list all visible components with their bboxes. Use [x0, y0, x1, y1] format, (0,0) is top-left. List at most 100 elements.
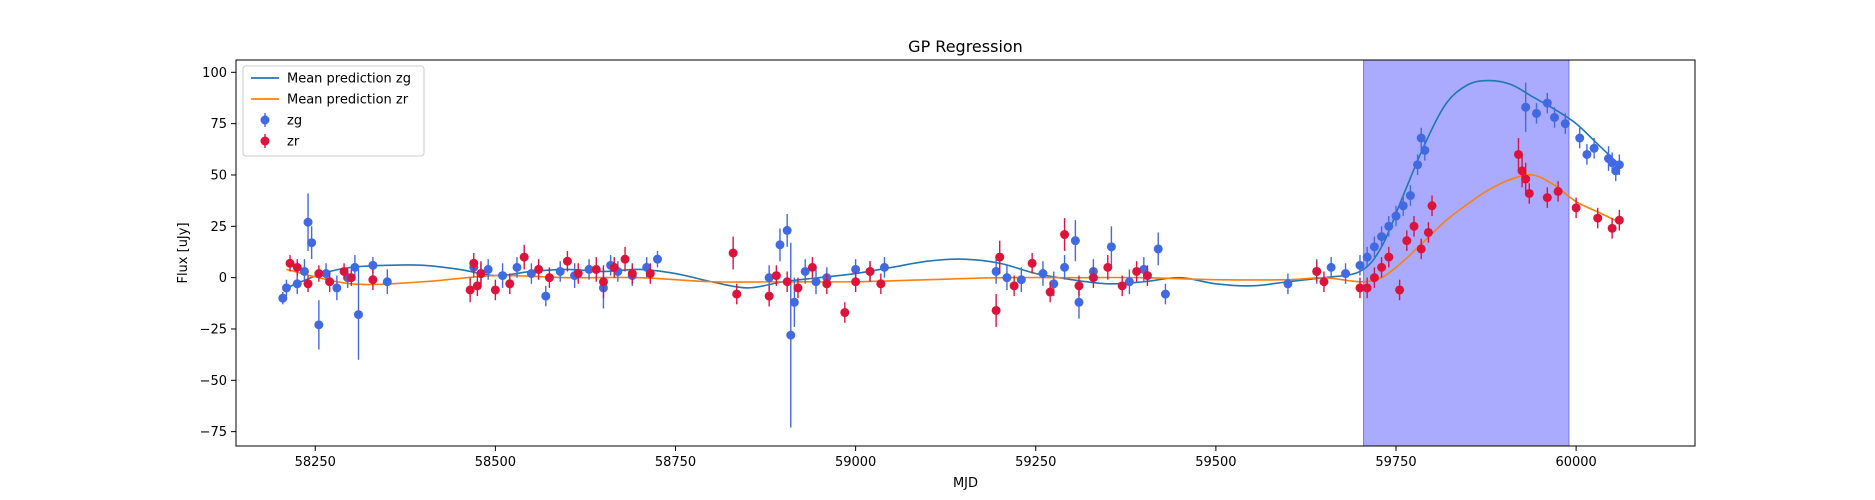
- zg-point: [1160, 289, 1170, 299]
- zg-point: [811, 277, 821, 287]
- zg-point: [307, 238, 317, 248]
- zg-point: [652, 254, 662, 264]
- zg-point: [1362, 252, 1372, 262]
- zr-point: [573, 269, 583, 279]
- x-tick-label: 58750: [655, 455, 696, 470]
- zg-point: [353, 310, 363, 320]
- zg-point: [1391, 211, 1401, 221]
- zr-point: [292, 262, 302, 272]
- zg-point: [1560, 119, 1570, 129]
- y-tick-label: 25: [210, 220, 227, 235]
- zr-point: [1319, 277, 1329, 287]
- zg-point: [1384, 221, 1394, 231]
- x-tick-label: 58500: [475, 455, 516, 470]
- zg-point: [1326, 262, 1336, 272]
- zr-point: [314, 269, 324, 279]
- zg-point: [292, 279, 302, 289]
- zg-point: [1413, 160, 1423, 170]
- legend-label: Mean prediction zr: [287, 93, 409, 108]
- zg-point: [782, 225, 792, 235]
- zr-point: [544, 273, 554, 283]
- legend: Mean prediction zg Mean prediction zr zg zr: [242, 65, 425, 157]
- zr-point: [1377, 262, 1387, 272]
- zr-point: [368, 275, 378, 285]
- zg-point: [1405, 191, 1415, 201]
- y-tick-label: 50: [210, 168, 227, 183]
- zg-point: [483, 264, 493, 274]
- y-tick-label: 100: [202, 66, 227, 81]
- zr-points: [285, 138, 1624, 327]
- zg-point: [368, 260, 378, 270]
- zg-point: [786, 330, 796, 340]
- zg-point: [1582, 149, 1592, 159]
- zg-point: [1153, 244, 1163, 254]
- zr-point: [534, 264, 544, 274]
- zr-point: [490, 285, 500, 295]
- y-axis-label: Flux [uJy]: [176, 222, 191, 283]
- zg-point: [281, 283, 291, 293]
- zr-point: [1362, 283, 1372, 293]
- y-tick-label: −25: [200, 322, 227, 337]
- zr-point: [620, 254, 630, 264]
- zr-point: [728, 248, 738, 258]
- zg-point: [1607, 158, 1617, 168]
- zg-point: [350, 262, 360, 272]
- zg-point: [1074, 297, 1084, 307]
- zr-point: [1103, 262, 1113, 272]
- zg-point: [1016, 275, 1026, 285]
- zg-point: [1416, 133, 1426, 143]
- zr-point: [465, 285, 475, 295]
- zr-point: [285, 258, 295, 268]
- zr-point: [1524, 188, 1534, 198]
- zg-point: [299, 266, 309, 276]
- zr-point: [793, 283, 803, 293]
- zr-point: [1614, 215, 1624, 225]
- zg-point: [879, 262, 889, 272]
- zr-point: [1542, 193, 1552, 203]
- zg-point: [498, 271, 508, 281]
- zr-point: [1074, 281, 1084, 291]
- mean-prediction-zr-line: [286, 173, 1620, 286]
- zg-point: [1341, 269, 1351, 279]
- zr-point: [807, 262, 817, 272]
- zg-point: [1049, 279, 1059, 289]
- zr-point: [1513, 149, 1523, 159]
- x-tick-label: 59000: [835, 455, 876, 470]
- zr-point: [591, 264, 601, 274]
- zr-point: [732, 289, 742, 299]
- x-tick-label: 59500: [1195, 455, 1236, 470]
- zr-point: [1521, 174, 1531, 184]
- zr-point: [1427, 201, 1437, 211]
- zg-point: [1070, 236, 1080, 246]
- zr-point: [1132, 266, 1142, 276]
- zg-point: [800, 266, 810, 276]
- zg-point: [1398, 201, 1408, 211]
- zr-point: [991, 305, 1001, 315]
- zr-point: [1571, 203, 1581, 213]
- legend-label: zg: [287, 114, 302, 129]
- zg-point: [851, 264, 861, 274]
- zg-point: [584, 264, 594, 274]
- x-tick-label: 58250: [295, 455, 336, 470]
- zr-point: [598, 277, 608, 287]
- zr-point: [876, 279, 886, 289]
- zr-point: [1423, 227, 1433, 237]
- x-tick-label: 59250: [1015, 455, 1056, 470]
- zr-point: [1416, 244, 1426, 254]
- zr-point: [476, 269, 486, 279]
- zr-point: [995, 252, 1005, 262]
- zr-point: [472, 281, 482, 291]
- zr-point: [505, 279, 515, 289]
- zg-point: [1283, 279, 1293, 289]
- x-axis-label: MJD: [953, 476, 978, 491]
- zr-point: [1409, 221, 1419, 231]
- zr-point: [822, 279, 832, 289]
- zg-point: [314, 320, 324, 330]
- zr-point: [609, 262, 619, 272]
- zg-point: [1531, 108, 1541, 118]
- zr-point: [1045, 287, 1055, 297]
- legend-marker-swatch: [260, 136, 270, 146]
- zg-point: [1369, 242, 1379, 252]
- zg-point: [1521, 102, 1531, 112]
